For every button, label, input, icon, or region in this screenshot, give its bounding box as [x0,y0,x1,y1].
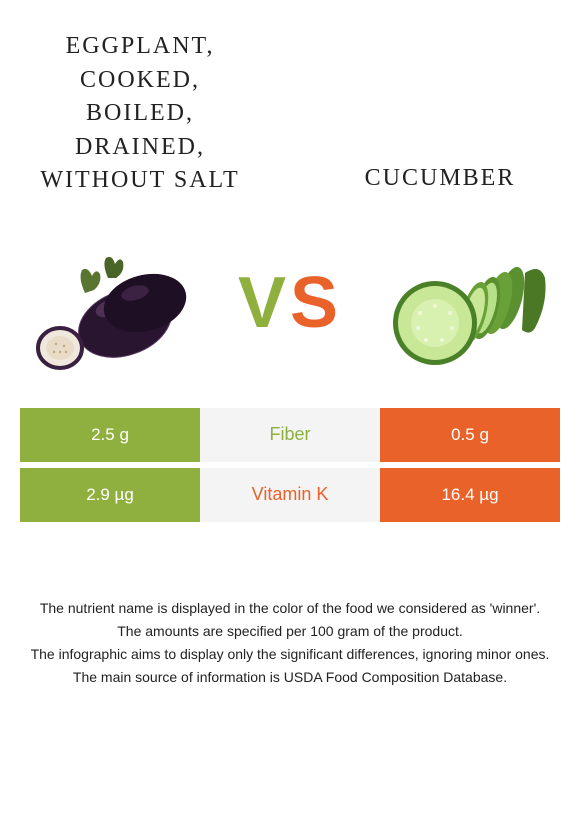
food-title-right: CUCUMBER [340,165,540,198]
cell-nutrient: Fiber [200,408,380,462]
vs-s: S [290,263,342,343]
footnote-line: The amounts are specified per 100 gram o… [30,621,550,642]
footnote-line: The main source of information is USDA F… [30,667,550,688]
table-row: 2.9 µgVitamin K16.4 µg [20,468,560,522]
cell-nutrient: Vitamin K [200,468,380,522]
table-row: 2.5 gFiber0.5 g [20,408,560,462]
vs-label: VS [238,262,342,344]
footnote-line: The nutrient name is displayed in the co… [30,598,550,619]
comparison-table: 2.5 gFiber0.5 g 2.9 µgVitamin K16.4 µg [0,408,580,522]
food-title-left: EGGPLANT, COOKED, BOILED, DRAINED, WITHO… [40,30,240,198]
cell-right-value: 16.4 µg [380,468,560,522]
footnotes: The nutrient name is displayed in the co… [0,528,580,688]
vs-v: V [238,263,290,343]
cell-left-value: 2.5 g [20,408,200,462]
cucumber-image [380,228,550,378]
footnote-line: The infographic aims to display only the… [30,644,550,665]
header-row: EGGPLANT, COOKED, BOILED, DRAINED, WITHO… [0,0,580,208]
cell-left-value: 2.9 µg [20,468,200,522]
eggplant-image [30,228,200,378]
cell-right-value: 0.5 g [380,408,560,462]
images-row: VS [0,208,580,408]
